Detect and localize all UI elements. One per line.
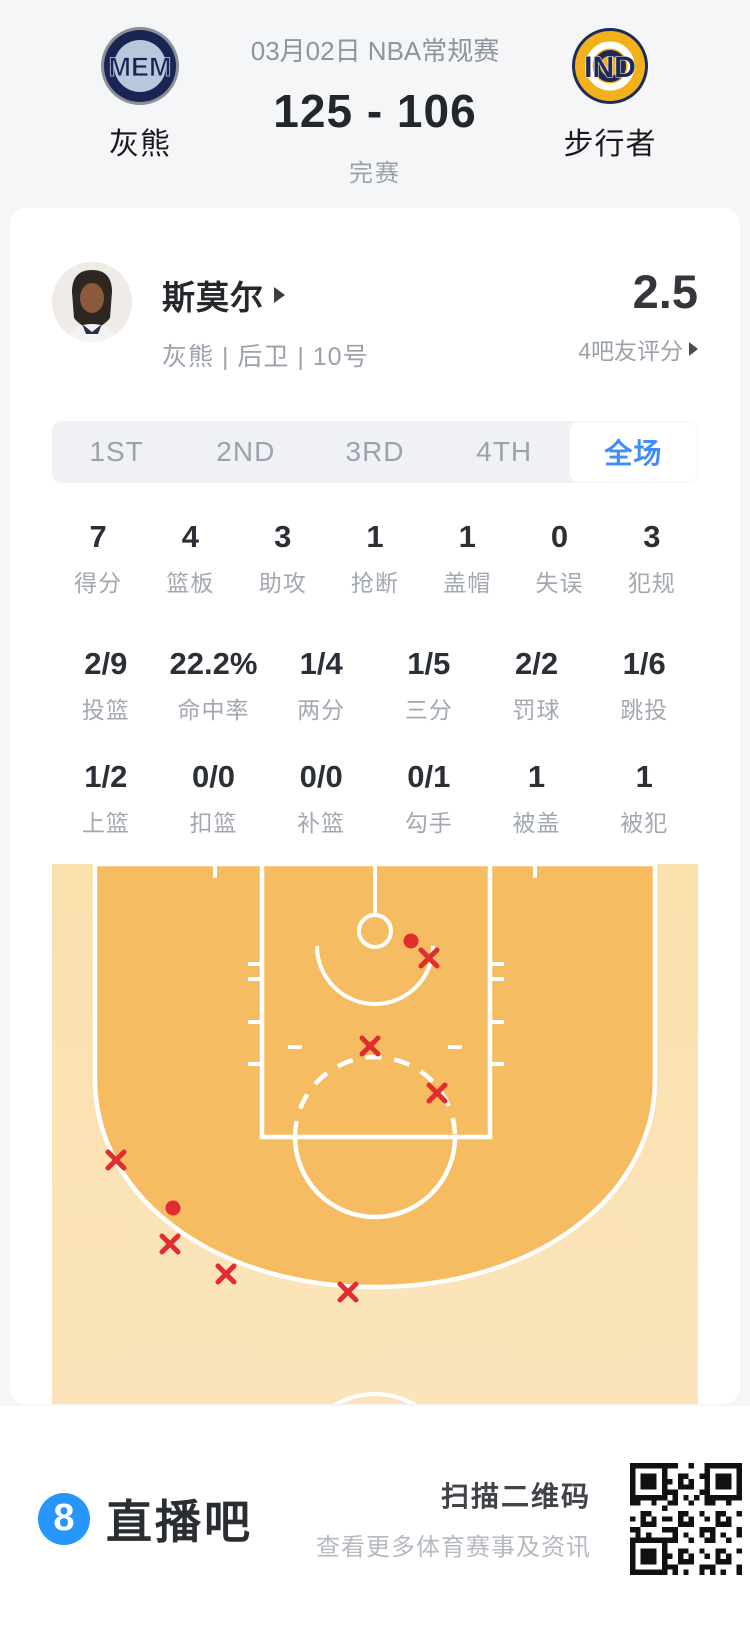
player-rating-block[interactable]: 2.5 4吧友评分 [578,262,698,366]
player-name-link[interactable]: 斯莫尔 [162,271,578,319]
tab-full-game[interactable]: 全场 [568,421,699,483]
missed-shot-marker [418,947,440,969]
stat-blocked-against: 1 被盖 [512,759,561,836]
three-point-line [92,861,658,1290]
made-shot-marker [165,1200,181,1216]
away-team-name: 步行者 [563,128,657,161]
missed-shot-marker [215,1263,237,1285]
stat-ft: 2/2 罚球 [512,646,561,723]
stat-fouled: 1 被犯 [620,759,669,836]
missed-shot-marker [337,1281,359,1303]
made-shot-marker [403,933,419,949]
game-date: 03月02日 NBA常规赛 [250,36,500,66]
stats-row-shot-types: 1/2 上篮 0/0 扣篮 0/0 补篮 0/1 勾手 1 被盖 1 被犯 [52,759,698,838]
home-team-name: 灰熊 [109,128,171,161]
app-footer: 8 直播吧 扫描二维码 查看更多体育赛事及资讯 [0,1406,750,1631]
stat-fg: 2/9 投篮 [81,646,130,723]
stat-assists: 3 助攻 [258,519,307,596]
stat-hook: 0/1 勾手 [404,759,453,836]
player-rating: 2.5 [632,265,698,318]
qr-text-block: 扫描二维码 查看更多体育赛事及资讯 [316,1475,591,1562]
player-meta: 灰熊 | 后卫 | 10号 [162,343,369,371]
qr-title: 扫描二维码 [440,1481,591,1512]
stats-row-basic: 7 得分 4 篮板 3 助攻 1 抢断 1 盖帽 0 失误 3 犯规 [52,519,698,598]
stat-points: 7 得分 [74,519,123,596]
player-header-row: 斯莫尔 灰熊 | 后卫 | 10号 2.5 4吧友评分 [52,208,698,373]
stat-fouls: 3 犯规 [627,519,676,596]
tab-4th[interactable]: 4TH [476,436,533,467]
stat-dunk: 0/0 扣篮 [189,759,238,836]
missed-shot-marker [159,1233,181,1255]
brand-group: 8 直播吧 [38,1486,253,1552]
player-photo [52,262,132,342]
player-stats-card: 斯莫尔 灰熊 | 后卫 | 10号 2.5 4吧友评分 1ST 2ND 3RD … [10,208,740,1404]
stat-3pt: 1/5 三分 [404,646,453,723]
lane-hash-marks [213,864,537,1066]
stat-tip-in: 0/0 补篮 [297,759,346,836]
qr-subtitle: 查看更多体育赛事及资讯 [316,1534,591,1561]
missed-shot-marker [359,1035,381,1057]
stat-blocks: 1 盖帽 [443,519,492,596]
rating-arrow-icon [689,342,698,356]
svg-text:MEM: MEM [109,52,172,82]
stat-jumpshot: 1/6 跳投 [620,646,669,723]
stat-turnovers: 0 失误 [535,519,584,596]
stat-rebounds: 4 篮板 [166,519,215,596]
away-team-logo-icon: IND [572,28,648,104]
stats-row-shooting: 2/9 投篮 22.2% 命中率 1/4 两分 1/5 三分 2/2 罚球 1/6 跳投 [52,646,698,725]
player-detail-arrow-icon [274,287,285,303]
half-court-diagram: 直播吧 [52,861,698,1404]
stat-layup: 1/2 上篮 [81,759,130,836]
paint-lane-lines [259,864,493,1140]
game-summary: 03月02日 NBA常规赛 125 - 106 完赛 [240,26,510,188]
restricted-area-arc [315,945,435,1006]
game-score: 125 - 106 [273,85,477,137]
home-team[interactable]: MEM 灰熊 [40,26,240,163]
away-team[interactable]: IND 步行者 [510,26,710,163]
stat-fg-pct: 22.2% 命中率 [169,646,258,723]
scoreboard: MEM 灰熊 03月02日 NBA常规赛 125 - 106 完赛 IND 步行… [0,0,750,208]
game-status: 完赛 [349,160,401,187]
stat-steals: 1 抢断 [350,519,399,596]
tab-3rd[interactable]: 3RD [345,436,405,467]
tab-2nd[interactable]: 2ND [216,436,276,467]
home-team-logo-icon: MEM [101,27,179,105]
player-avatar[interactable] [52,262,132,342]
missed-shot-marker [426,1082,448,1104]
player-name: 斯莫尔 [162,279,264,316]
qr-code [630,1462,742,1575]
shot-chart: 直播吧 [52,861,698,1404]
shot-markers [105,933,448,1303]
hoop-circle [357,913,393,949]
tab-1st[interactable]: 1ST [89,436,144,467]
rating-votes-label: 4吧友评分 [578,338,683,364]
brand-title: 直播吧 [106,1495,253,1548]
svg-text:IND: IND [584,51,636,84]
free-throw-circle-solid [292,1136,458,1220]
period-tab-bar: 1ST 2ND 3RD 4TH 全场 [52,421,699,483]
stat-2pt: 1/4 两分 [297,646,346,723]
zhibo8-logo-icon: 8 [38,1492,90,1545]
center-circle-arc [332,1392,418,1404]
missed-shot-marker [105,1149,127,1171]
